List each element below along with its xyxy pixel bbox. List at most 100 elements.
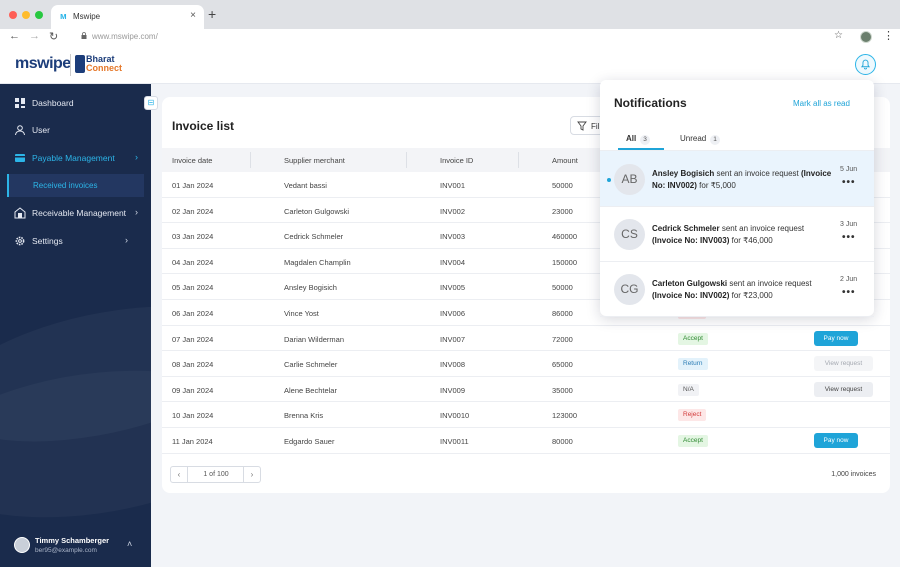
notification-date: 5 Jun: [840, 166, 858, 173]
notification-item[interactable]: CS Cedrick Schmeler sent an invoice reque…: [600, 206, 874, 262]
receivable-icon: [14, 207, 26, 219]
sidebar-item-settings[interactable]: Settings ›: [0, 229, 151, 253]
avatar: [14, 537, 30, 553]
url-text: www.mswipe.com/: [92, 32, 158, 41]
chevron-up-icon[interactable]: ˄: [127, 539, 133, 549]
table-row[interactable]: 01 Jan 2024 Vedant bassi INV001 50000: [162, 172, 890, 198]
column-header-invoice-id[interactable]: Invoice ID: [440, 156, 474, 165]
sidebar-item-user[interactable]: User: [0, 118, 151, 142]
invoice-id-cell: INV001: [440, 181, 466, 190]
supplier-merchant-cell: Darian Wilderman: [284, 334, 345, 344]
invoice-count: 1,000 invoices: [831, 471, 876, 478]
profile-avatar[interactable]: [860, 31, 872, 43]
notifications-title: Notifications: [614, 96, 687, 110]
more-options-icon[interactable]: •••: [842, 232, 856, 243]
back-arrow-icon[interactable]: ←: [9, 30, 20, 42]
bell-icon: [860, 59, 871, 70]
column-header-invoice-date[interactable]: Invoice date: [172, 156, 213, 165]
table-row[interactable]: 11 Jan 2024 Edgardo Sauer INV0011 80000 Acce…: [162, 428, 890, 454]
next-page-button[interactable]: ›: [243, 467, 260, 482]
avatar: CG: [614, 274, 645, 305]
sidebar-collapse-button[interactable]: ⊟: [144, 96, 158, 110]
tab-label: Unread: [680, 134, 707, 143]
table-row[interactable]: 02 Jan 2024 Carleton Gulgowski INV002 23000: [162, 198, 890, 224]
more-options-icon[interactable]: •••: [842, 177, 856, 188]
view-request-button[interactable]: View request: [814, 381, 873, 397]
invoice-id-cell: INV007: [440, 334, 466, 344]
url-field[interactable]: www.mswipe.com/: [72, 30, 852, 44]
notification-item[interactable]: AB Ansley Bogisich sent an invoice reques…: [600, 151, 874, 207]
invoice-id-cell: INV0011: [440, 437, 469, 446]
chevron-right-icon: ›: [135, 207, 138, 217]
new-tab-icon[interactable]: +: [208, 6, 217, 22]
notification-action: sent an invoice request: [729, 279, 812, 288]
notification-amount: for ₹23,000: [731, 291, 773, 300]
invoice-date-cell: 02 Jan 2024: [172, 206, 214, 216]
invoice-id-cell: INV009: [440, 385, 466, 395]
window-maximize-button[interactable]: [35, 11, 43, 19]
tabs-divider: [600, 150, 874, 151]
pay-now-button[interactable]: Pay now: [814, 330, 858, 346]
mswipe-favicon-icon: ᴍ: [60, 11, 67, 21]
status-badge: Accept: [678, 332, 708, 345]
tab-label: All: [626, 134, 637, 143]
sidebar-item-dashboard[interactable]: Dashboard: [0, 91, 151, 115]
table-row[interactable]: 08 Jan 2024 Carlie Schmeler INV008 65000 Ret…: [162, 351, 890, 377]
tab-unread[interactable]: Unread 1: [680, 134, 720, 145]
close-tab-icon[interactable]: ×: [190, 10, 196, 21]
pay-now-button[interactable]: Pay now: [814, 433, 858, 448]
sidebar-item-label: User: [32, 125, 50, 135]
mark-all-read-link[interactable]: Mark all as read: [793, 99, 850, 108]
page-indicator: 1 of 100: [203, 471, 229, 478]
column-header-supplier-merchant[interactable]: Supplier merchant: [284, 156, 345, 165]
bookmark-star-icon[interactable]: ☆: [834, 30, 843, 41]
amount-cell: 65000: [552, 360, 573, 370]
notification-item[interactable]: CG Carleton Gulgowski sent an invoice req…: [600, 261, 874, 317]
user-name: Timmy Schamberger: [35, 536, 110, 545]
sidebar-subitem-received-invoices[interactable]: Received invoices: [7, 174, 144, 197]
pagination: ‹ 1 of 100 ›: [170, 466, 261, 483]
forward-arrow-icon[interactable]: →: [29, 30, 40, 42]
lock-icon: [81, 32, 87, 39]
tab-count: 1: [710, 135, 720, 145]
notifications-button[interactable]: [855, 54, 876, 75]
invoice-id-cell: INV002: [440, 206, 466, 216]
invoice-date-cell: 10 Jan 2024: [172, 411, 214, 421]
notification-invoice: (Invoice No: INV003): [652, 236, 730, 245]
notification-amount: for ₹46,000: [731, 236, 773, 245]
table-row[interactable]: 10 Jan 2024 Brenna Kris INV0010 123000 Rejec…: [162, 402, 890, 428]
table-row[interactable]: 04 Jan 2024 Magdalen Champlin INV004 150000: [162, 249, 890, 275]
supplier-merchant-cell: Vince Yost: [284, 309, 319, 318]
sidebar-item-payable-management[interactable]: Payable Management ›: [0, 146, 151, 170]
column-header-amount[interactable]: Amount: [552, 156, 578, 165]
sidebar-item-label: Receivable Management: [32, 208, 127, 218]
sidebar-user-profile[interactable]: Timmy Schamberger ber95@example.com ˄: [14, 536, 139, 560]
supplier-merchant-cell: Brenna Kris: [284, 411, 324, 421]
notification-invoice: (Invoice No: INV002): [652, 169, 832, 190]
browser-tab[interactable]: ᴍ Mswipe ×: [51, 5, 204, 29]
more-options-icon[interactable]: •••: [842, 287, 856, 298]
amount-cell: 86000: [552, 309, 573, 318]
sidebar-item-receivable-management[interactable]: Receivable Management ›: [0, 201, 151, 225]
supplier-merchant-cell: Edgardo Sauer: [284, 437, 335, 446]
avatar: CS: [614, 219, 645, 250]
invoice-id-cell: INV005: [440, 283, 466, 293]
browser-menu-icon[interactable]: ⋮: [883, 30, 894, 42]
invoice-date-cell: 03 Jan 2024: [172, 232, 214, 242]
window-close-button[interactable]: [9, 11, 17, 19]
table-row[interactable]: 05 Jan 2024 Ansley Bogisich INV005 50000: [162, 274, 890, 300]
supplier-merchant-cell: Carlie Schmeler: [284, 360, 338, 370]
sidebar-item-label: Payable Management: [32, 153, 115, 163]
column-divider: [518, 152, 519, 168]
tab-all[interactable]: All 3: [626, 134, 650, 145]
view-request-button[interactable]: View request: [814, 356, 873, 372]
window-minimize-button[interactable]: [22, 11, 30, 19]
app-header: mswipe Bharat Connect: [0, 45, 900, 84]
notification-action: sent an invoice request: [716, 169, 799, 178]
table-row[interactable]: 03 Jan 2024 Cedrick Schmeler INV003 460000: [162, 223, 890, 249]
table-row[interactable]: 07 Jan 2024 Darian Wilderman INV007 72000 Ac…: [162, 326, 890, 352]
reload-icon[interactable]: ↻: [49, 31, 59, 43]
previous-page-button[interactable]: ‹: [171, 467, 188, 482]
invoice-date-cell: 09 Jan 2024: [172, 385, 214, 395]
table-row[interactable]: 09 Jan 2024 Alene Bechtelar INV009 35000 N/A…: [162, 377, 890, 403]
